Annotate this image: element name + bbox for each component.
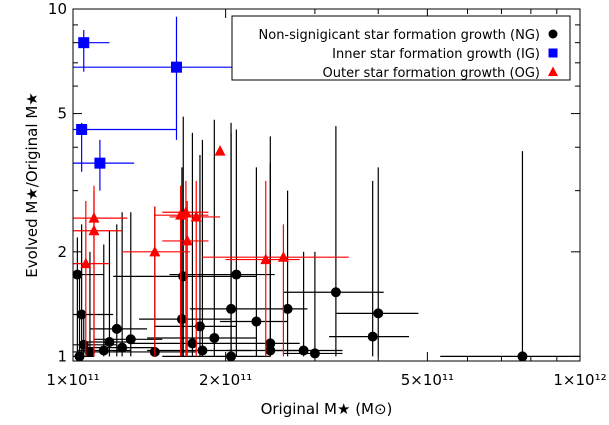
circle-marker xyxy=(187,338,198,349)
circle-marker xyxy=(78,339,89,350)
circle-marker xyxy=(373,308,384,319)
square-point xyxy=(73,122,177,172)
triangle-point xyxy=(169,180,221,357)
circle-marker xyxy=(125,334,136,345)
circle-point xyxy=(147,119,257,357)
circle-marker xyxy=(330,287,341,298)
x-tick-label: 1×10¹¹ xyxy=(46,371,99,389)
series-triangle xyxy=(73,145,349,357)
circle-marker xyxy=(194,321,205,332)
triangle-marker xyxy=(88,224,100,236)
square-marker xyxy=(170,61,182,73)
triangle-marker xyxy=(175,209,187,220)
legend-circle-marker xyxy=(548,29,558,39)
circle-marker xyxy=(84,346,95,357)
triangle-point xyxy=(214,145,226,156)
triangle-marker xyxy=(181,234,193,246)
circle-point xyxy=(220,167,288,357)
circle-marker xyxy=(282,303,293,314)
circle-point xyxy=(335,167,419,357)
circle-point xyxy=(329,180,410,357)
circle-point xyxy=(440,151,580,362)
triangle-marker xyxy=(190,210,202,222)
legend-square-marker xyxy=(548,48,558,58)
circle-point xyxy=(265,190,308,357)
circle-point xyxy=(72,237,104,357)
circle-marker xyxy=(367,331,378,342)
series-circle xyxy=(72,116,580,362)
triangle-point xyxy=(73,201,110,357)
circle-point xyxy=(283,251,343,359)
triangle-point xyxy=(202,224,349,357)
x-axis-label: Original M★ (M⊙) xyxy=(261,400,393,418)
triangle-point xyxy=(162,201,209,357)
circle-marker xyxy=(98,345,109,356)
circle-marker xyxy=(197,345,208,356)
square-point xyxy=(73,139,135,191)
circle-marker xyxy=(117,342,128,353)
circle-marker xyxy=(517,351,528,362)
series-layer xyxy=(72,16,580,362)
triangle-marker xyxy=(214,145,226,156)
circle-marker xyxy=(176,314,187,325)
legend-triangle-marker xyxy=(548,66,558,76)
y-axis-label: Evolved M★/Original M★ xyxy=(23,92,41,277)
square-marker xyxy=(78,37,90,49)
circle-marker xyxy=(251,316,262,327)
square-point xyxy=(77,30,110,72)
triangle-marker xyxy=(260,253,272,265)
triangle-point xyxy=(122,206,190,357)
triangle-marker xyxy=(149,245,161,257)
circle-point xyxy=(283,126,384,357)
circle-marker xyxy=(72,269,83,280)
y-tick-label: 10 xyxy=(48,0,67,18)
legend-label-circle: Non-signigicant star formation growth (N… xyxy=(259,28,540,43)
x-tick-label: 1×10¹² xyxy=(553,371,606,389)
circle-marker xyxy=(104,337,115,348)
triangle-point xyxy=(154,185,209,357)
circle-point xyxy=(139,167,232,357)
circle-marker xyxy=(209,332,220,343)
legend-label-triangle: Outer star formation growth (OG) xyxy=(323,66,540,81)
legend-box xyxy=(231,15,571,81)
y-tick-label: 2 xyxy=(57,243,67,261)
x-tick-label: 2×10¹¹ xyxy=(199,371,252,389)
circle-marker xyxy=(231,269,242,280)
legend: Non-signigicant star formation growth (N… xyxy=(231,15,571,81)
x-tick-label: 5×10¹¹ xyxy=(401,371,454,389)
triangle-marker xyxy=(277,251,289,262)
circle-point xyxy=(89,224,148,357)
circle-marker xyxy=(76,309,87,320)
axis-ticks: 1 2 5 10 1×10¹¹ 2×10¹¹ 5×10¹¹ 1×10¹² xyxy=(46,0,606,389)
circle-marker xyxy=(111,323,122,334)
plot-frame xyxy=(72,8,581,362)
circle-point xyxy=(154,154,237,357)
circle-marker xyxy=(226,303,237,314)
square-marker xyxy=(76,123,88,135)
triangle-marker xyxy=(80,257,92,269)
y-tick-label: 1 xyxy=(57,347,67,365)
legend-label-square: Inner star formation growth (IG) xyxy=(332,47,540,62)
circle-marker xyxy=(265,338,276,349)
circle-point xyxy=(225,136,308,357)
circle-point xyxy=(265,251,343,357)
triangle-point xyxy=(73,190,123,357)
square-marker xyxy=(94,157,106,169)
y-tick-label: 5 xyxy=(57,105,67,123)
